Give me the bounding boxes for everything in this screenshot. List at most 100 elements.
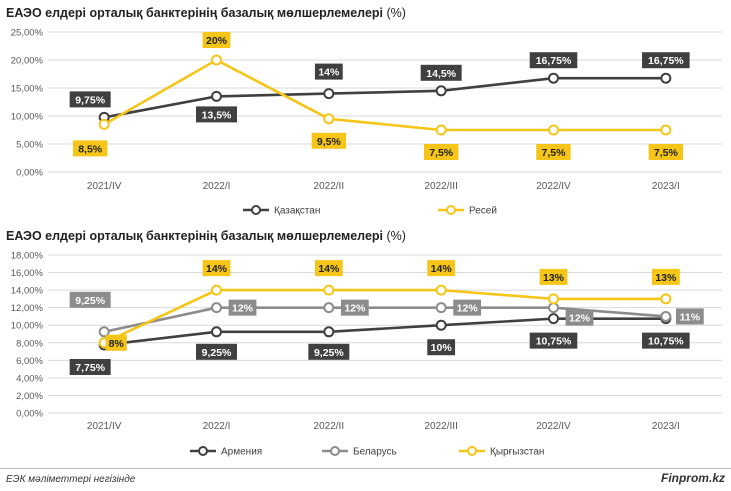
y-tick-label: 18,00%	[11, 251, 44, 262]
data-label: 7,5%	[536, 144, 571, 160]
data-label: 8%	[105, 334, 127, 351]
data-point	[548, 313, 559, 325]
svg-text:7,5%: 7,5%	[542, 147, 567, 159]
data-point	[211, 302, 222, 314]
data-point	[98, 118, 110, 130]
brand-logo: Finprom.kz	[660, 471, 725, 485]
y-tick-label: 5,00%	[16, 140, 43, 151]
series-line	[103, 288, 666, 344]
svg-text:13%: 13%	[655, 272, 677, 284]
y-tick-label: 25,00%	[11, 28, 44, 39]
data-point	[660, 124, 672, 136]
y-tick-label: 0,00%	[16, 168, 43, 179]
y-tick-label: 4,00%	[16, 373, 43, 384]
data-point	[211, 90, 222, 102]
y-tick-label: 14,00%	[11, 286, 44, 297]
data-label: 7,5%	[648, 144, 684, 160]
data-label: 9,25%	[69, 291, 111, 308]
data-point	[548, 302, 559, 314]
data-label: 11%	[675, 308, 704, 325]
data-label: 10,75%	[642, 332, 690, 349]
data-label: 7,5%	[423, 144, 459, 160]
data-point	[660, 310, 672, 322]
data-label: 12%	[228, 299, 257, 316]
svg-text:9,25%: 9,25%	[314, 347, 344, 359]
data-label: 16,75%	[529, 52, 578, 69]
y-tick-label: 12,00%	[11, 303, 44, 314]
svg-text:14%: 14%	[318, 263, 340, 275]
data-label: 14%	[314, 260, 343, 277]
y-tick-label: 2,00%	[16, 391, 43, 402]
chart-1-plot: 0,00% 5,00% 10,00% 15,00% 20,00% 25,00% 2021/I…	[11, 28, 722, 217]
data-point	[435, 302, 447, 314]
legend-entry: Қырғызстан	[459, 446, 544, 458]
x-tick-label: 2022/IV	[536, 421, 571, 432]
data-label: 13,5%	[196, 106, 237, 123]
x-tick-label: 2022/II	[314, 181, 345, 192]
data-point	[211, 54, 222, 66]
svg-text:7,5%: 7,5%	[654, 147, 679, 159]
chart-2-plot: 0,00% 2,00% 4,00% 6,00% 8,00% 10,00% 12,00% 14,…	[11, 251, 722, 458]
data-label: 12%	[340, 299, 369, 316]
data-point	[548, 293, 559, 305]
data-label: 20%	[202, 32, 231, 48]
y-tick-label: 20,00%	[11, 56, 44, 67]
y-tick-label: 15,00%	[11, 84, 44, 95]
svg-text:13,5%: 13,5%	[202, 109, 232, 121]
data-label: 9,5%	[311, 132, 347, 149]
x-tick-label: 2022/III	[424, 421, 457, 432]
data-point	[211, 326, 222, 338]
series-line	[103, 76, 666, 119]
svg-text:Қырғызстан: Қырғызстан	[490, 447, 544, 458]
x-tick-label: 2022/I	[203, 421, 231, 432]
svg-text:Армения: Армения	[221, 447, 262, 458]
svg-text:20%: 20%	[206, 35, 228, 47]
data-label: 13%	[651, 268, 680, 285]
data-label: 14%	[202, 260, 231, 277]
series-line	[103, 306, 666, 334]
svg-text:8%: 8%	[109, 338, 125, 350]
y-tick-label: 16,00%	[11, 268, 44, 279]
data-point	[323, 284, 335, 296]
data-label: 8,5%	[72, 140, 108, 157]
data-point	[435, 85, 447, 97]
chart-1-title: ЕАЭО елдері орталық банктерінің базалық …	[6, 6, 406, 20]
legend-entry: Қазақстан	[243, 205, 320, 217]
data-point	[435, 319, 447, 331]
svg-text:9,25%: 9,25%	[202, 347, 232, 359]
svg-text:12%: 12%	[569, 313, 591, 325]
data-label: 9,25%	[196, 343, 237, 360]
data-point	[548, 124, 559, 136]
data-point	[323, 113, 335, 125]
x-tick-label: 2022/IV	[536, 181, 571, 192]
data-label: 9,75%	[69, 91, 111, 108]
chart-2-title: ЕАЭО елдері орталық банктерінің базалық …	[6, 229, 406, 243]
data-point	[548, 72, 559, 84]
x-tick-label: 2023/I	[652, 181, 680, 192]
source-note: ЕЭК мәліметтері негізінде	[6, 474, 136, 485]
svg-text:Ресей: Ресей	[469, 206, 497, 217]
x-tick-label: 2022/I	[203, 181, 231, 192]
y-tick-label: 8,00%	[16, 338, 43, 349]
data-label: 14%	[314, 63, 343, 80]
data-label: 10%	[427, 339, 456, 356]
data-label: 12%	[453, 299, 482, 316]
legend-entry: Беларусь	[322, 446, 397, 458]
data-point	[323, 326, 335, 338]
x-tick-label: 2021/IV	[87, 421, 122, 432]
svg-text:Қазақстан: Қазақстан	[274, 206, 320, 217]
data-point	[435, 124, 447, 136]
svg-text:14%: 14%	[431, 263, 453, 275]
data-label: 12%	[565, 309, 594, 326]
x-tick-label: 2022/III	[424, 181, 457, 192]
svg-text:9,25%: 9,25%	[75, 295, 105, 307]
svg-text:10,75%: 10,75%	[536, 336, 572, 348]
svg-text:16,75%: 16,75%	[536, 55, 572, 67]
svg-text:12%: 12%	[457, 303, 479, 315]
y-tick-label: 10,00%	[11, 112, 44, 123]
svg-text:8,5%: 8,5%	[78, 143, 103, 155]
data-label: 14,5%	[420, 64, 462, 81]
svg-text:12%: 12%	[344, 303, 366, 315]
y-tick-label: 0,00%	[16, 409, 43, 420]
y-tick-label: 6,00%	[16, 356, 43, 367]
